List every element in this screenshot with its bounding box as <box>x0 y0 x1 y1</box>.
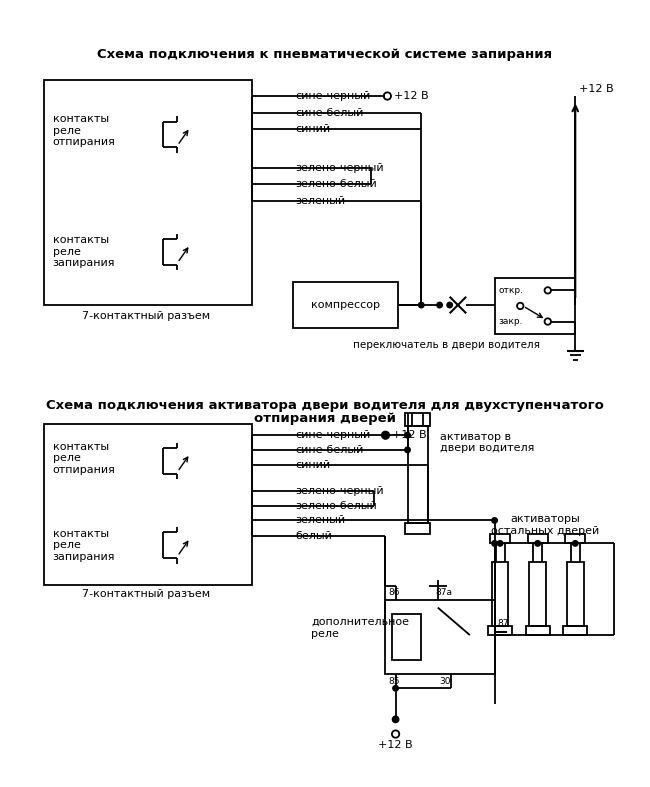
Circle shape <box>393 685 398 691</box>
Text: 86: 86 <box>388 588 400 597</box>
Text: сине-белый: сине-белый <box>296 108 364 117</box>
Text: 85: 85 <box>388 678 400 686</box>
Text: компрессор: компрессор <box>311 300 380 310</box>
Text: 87: 87 <box>497 619 509 628</box>
Text: сине-белый: сине-белый <box>296 445 364 455</box>
Bar <box>405 413 430 426</box>
Text: зелено-черный: зелено-черный <box>296 163 384 172</box>
Bar <box>566 534 586 543</box>
Bar <box>44 424 252 585</box>
Circle shape <box>492 518 497 523</box>
Text: зелено-белый: зелено-белый <box>296 501 378 511</box>
Circle shape <box>405 433 410 438</box>
Text: зелено-белый: зелено-белый <box>296 179 378 189</box>
Bar <box>528 534 548 543</box>
Bar <box>567 562 584 626</box>
Text: 7-контактный разъем: 7-контактный разъем <box>82 589 211 599</box>
Bar <box>564 626 587 635</box>
Text: откр.: откр. <box>499 286 523 295</box>
Text: отпирания дверей: отпирания дверей <box>254 412 396 425</box>
Text: +12 В: +12 В <box>378 740 413 750</box>
Text: контакты
реле
отпирания: контакты реле отпирания <box>53 114 116 147</box>
Text: Схема подключения активатора двери водителя для двухступенчатого: Схема подключения активатора двери водит… <box>46 398 604 412</box>
Circle shape <box>437 302 443 308</box>
Text: контакты
реле
запирания: контакты реле запирания <box>53 235 115 268</box>
Text: закр.: закр. <box>499 317 523 326</box>
Text: контакты
реле
запирания: контакты реле запирания <box>53 529 115 562</box>
Circle shape <box>535 541 540 546</box>
Text: активаторы
остальных дверей: активаторы остальных дверей <box>491 514 599 536</box>
Text: 30: 30 <box>439 678 451 686</box>
Text: Схема подключения к пневматической системе запирания: Схема подключения к пневматической систе… <box>98 48 552 61</box>
Bar <box>530 562 546 626</box>
Bar <box>44 80 252 305</box>
Text: сине-черный: сине-черный <box>296 91 371 101</box>
Bar <box>492 562 508 626</box>
Text: контакты
реле
отпирания: контакты реле отпирания <box>53 442 116 475</box>
Text: переключатель в двери водителя: переключатель в двери водителя <box>352 340 540 350</box>
Bar <box>293 282 398 328</box>
Text: +12 В: +12 В <box>392 430 426 440</box>
Text: зеленый: зеленый <box>296 195 346 205</box>
Bar <box>408 426 428 523</box>
Circle shape <box>447 302 452 308</box>
Circle shape <box>497 541 503 546</box>
Text: +12 В: +12 В <box>394 91 428 101</box>
Bar <box>490 534 510 543</box>
Circle shape <box>393 716 399 722</box>
Bar <box>405 523 430 534</box>
Circle shape <box>405 447 410 453</box>
Text: дополнительное
реле: дополнительное реле <box>311 617 410 638</box>
Circle shape <box>382 432 389 438</box>
Circle shape <box>573 541 578 546</box>
Circle shape <box>492 541 497 546</box>
Circle shape <box>419 302 424 308</box>
Bar <box>392 614 421 660</box>
Text: зеленый: зеленый <box>296 515 346 526</box>
Text: сине-черный: сине-черный <box>296 430 371 440</box>
Text: 7-контактный разъем: 7-контактный разъем <box>82 312 211 321</box>
Bar <box>495 278 575 334</box>
Text: 87а: 87а <box>435 588 452 597</box>
Text: синий: синий <box>296 124 331 134</box>
Bar <box>385 600 495 674</box>
Text: зелено-черный: зелено-черный <box>296 486 384 496</box>
Text: +12 В: +12 В <box>579 83 614 94</box>
Text: белый: белый <box>296 531 333 541</box>
Bar <box>526 626 550 635</box>
Text: активатор в
двери водителя: активатор в двери водителя <box>439 432 534 453</box>
Text: синий: синий <box>296 460 331 470</box>
Bar <box>488 626 512 635</box>
